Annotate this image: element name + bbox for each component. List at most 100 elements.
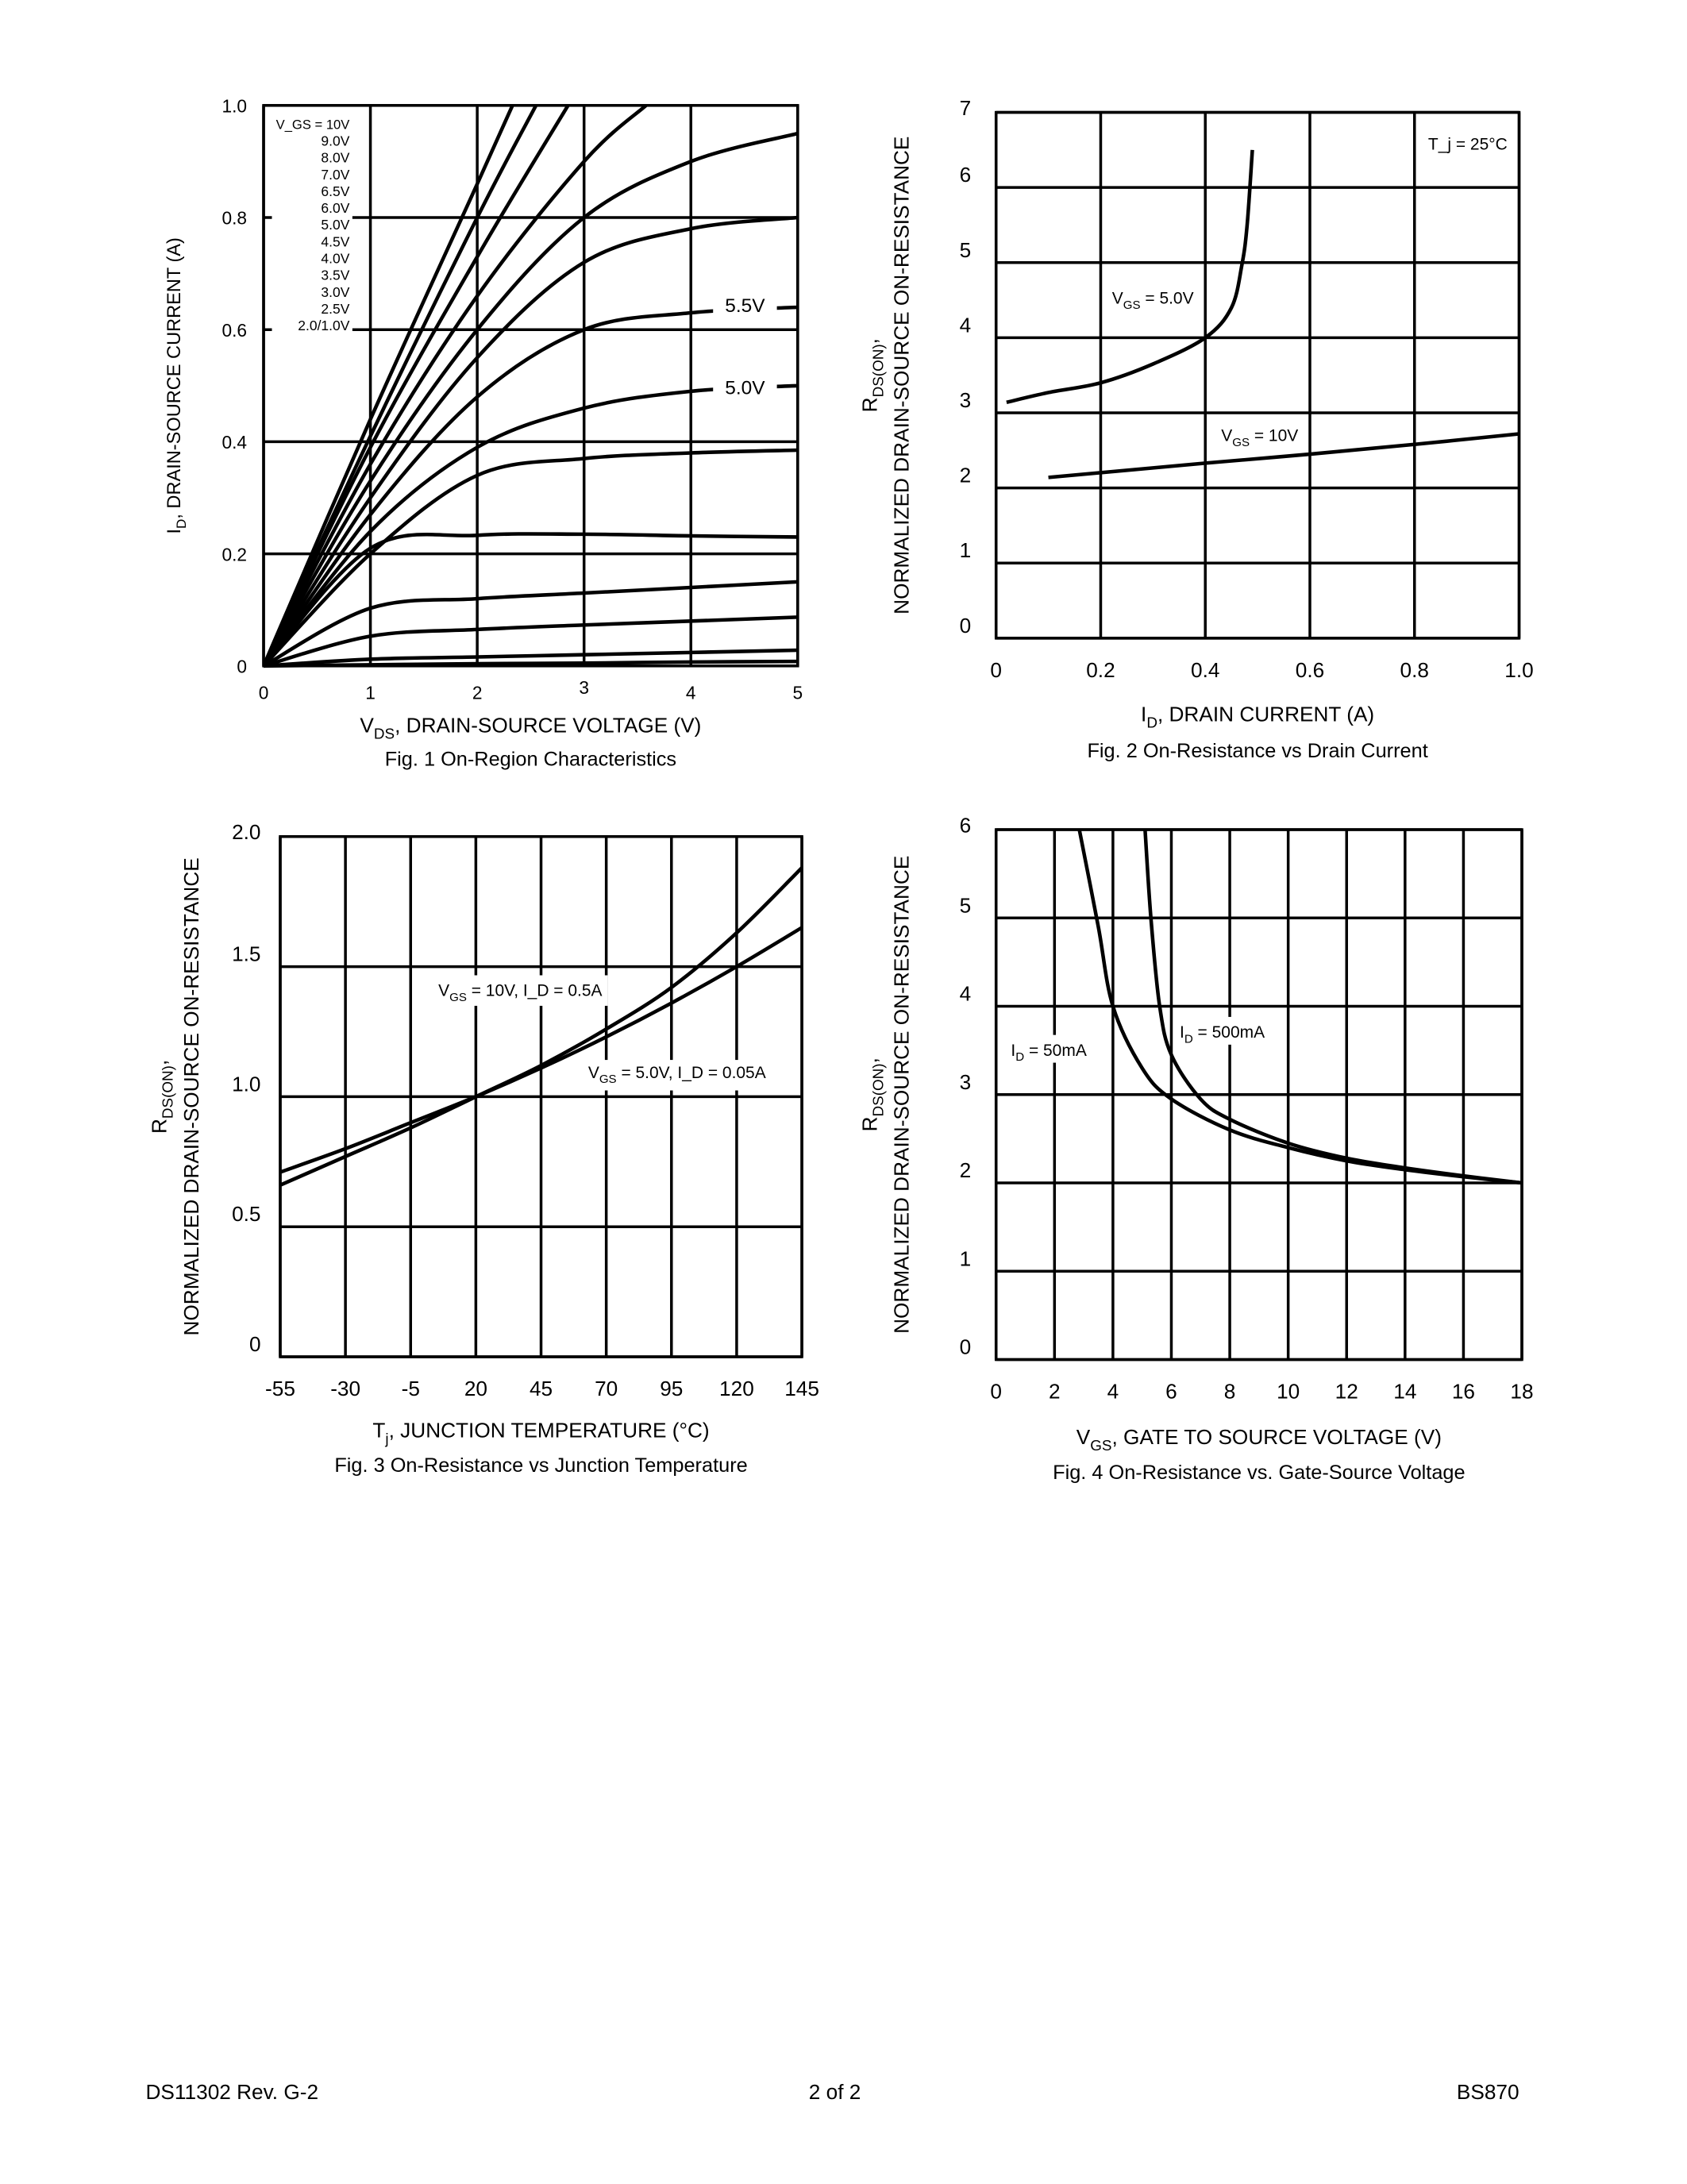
fig1-series-7-line: [264, 305, 798, 668]
fig1-legend-entry: 4.0V: [321, 251, 349, 267]
fig2-x-tick-label: 0.8: [1400, 658, 1429, 682]
fig1-series-13-line: [264, 648, 798, 668]
fig2-temperature-annotation: T_j = 25°C: [1428, 136, 1508, 154]
fig3-x-tick-label: -55: [265, 1377, 295, 1400]
fig4-x-tick-label: 0: [990, 1379, 1002, 1403]
fig1-legend-entry: 9.0V: [321, 133, 349, 148]
fig3-x-tick-label: -5: [402, 1377, 420, 1400]
fig1-y-tick-label: 1.0: [221, 96, 247, 117]
fig4-y-tick-label: 0: [960, 1335, 972, 1359]
fig1-x-tick-label: 3: [579, 677, 589, 698]
fig1-legend-entry: 7.0V: [321, 167, 349, 183]
fig2-annotation-bg: [1420, 127, 1516, 161]
fig1-legend-entry: 8.0V: [321, 150, 349, 166]
footer-part-number: BS870: [1456, 2081, 1519, 2105]
fig4-y-tick-label: 1: [960, 1246, 972, 1270]
fig4-x-tick-label: 2: [1049, 1379, 1061, 1403]
fig4-caption: Fig. 4 On-Resistance vs. Gate-Source Vol…: [1053, 1462, 1465, 1484]
fig3-series-2-label: VGS = 5.0V, I_D = 0.05A: [588, 1064, 766, 1086]
fig2-y-tick-label: 7: [960, 96, 972, 120]
fig1-legend-entry: 5.0V: [321, 217, 349, 233]
fig4-x-tick-label: 8: [1224, 1379, 1236, 1403]
fig1-series-4-line: [264, 104, 648, 667]
fig2-y-tick-label: 5: [960, 238, 972, 262]
fig3-grid: [279, 834, 803, 1358]
fig3-x-tick-label: 120: [719, 1377, 754, 1400]
fig1-legend-entry: 6.0V: [321, 200, 349, 216]
fig3-caption: Fig. 3 On-Resistance vs Junction Tempera…: [334, 1454, 747, 1477]
fig4-series-2-label: ID = 500mA: [1180, 1023, 1265, 1046]
fig1-series-14-line: [264, 659, 798, 668]
fig2-y-tick-label: 1: [960, 538, 972, 562]
fig3-x-tick-label: 145: [784, 1377, 819, 1400]
fig4-grid: [994, 828, 1523, 1362]
fig4-y-tick-label: 6: [960, 814, 972, 838]
footer-doc-id: DS11302 Rev. G-2: [145, 2081, 319, 2105]
fig1-caption: Fig. 1 On-Region Characteristics: [385, 749, 676, 771]
fig1-series-9-line: [264, 448, 798, 668]
fig1-legend-entry: 2.5V: [321, 301, 349, 317]
fig1-y-tick-label: 0.2: [221, 544, 247, 564]
fig1-y-tick-label: 0.8: [221, 208, 247, 229]
fig1-x-tick-label: 0: [259, 683, 269, 703]
fig2-y-tick-label: 2: [960, 464, 972, 487]
fig3-x-tick-label: 20: [464, 1377, 487, 1400]
fig2-x-tick-label: 0.2: [1086, 658, 1115, 682]
fig2-series-2-label: VGS = 10V: [1221, 427, 1298, 449]
fig1-curve-annotation: 5.5V: [725, 295, 765, 317]
fig4-label-bg: [1175, 1016, 1273, 1045]
fig1-legend-entry: 2.0/1.0V: [298, 318, 349, 333]
fig1-legend-entry: 3.0V: [321, 284, 349, 300]
fig4-x-tick-label: 16: [1452, 1379, 1475, 1403]
fig1-legend-title: V_GS = 10V: [276, 117, 350, 133]
fig1-series-8-line: [264, 383, 798, 668]
footer-page-number: 2 of 2: [808, 2081, 861, 2105]
fig4-x-tick-label: 10: [1277, 1379, 1300, 1403]
fig3-x-tick-label: 95: [660, 1377, 683, 1400]
fig3-x-tick-label: 70: [595, 1377, 618, 1400]
fig1-x-axis-label: VDS, DRAIN-SOURCE VOLTAGE (V): [360, 714, 701, 742]
fig2-y-tick-label: 6: [960, 163, 972, 187]
fig3-series-2-line: [279, 926, 803, 1174]
fig3-y-axis-label-line2: NORMALIZED DRAIN-SOURCE ON-RESISTANCE: [179, 857, 203, 1335]
fig2-caption: Fig. 2 On-Resistance vs Drain Current: [1087, 740, 1427, 762]
fig2-y-axis-label: RDS(ON),: [857, 338, 886, 412]
fig3-label-bg: [433, 975, 608, 1006]
fig2-label-bg: [1104, 281, 1202, 315]
fig4-x-axis-label: VGS, GATE TO SOURCE VOLTAGE (V): [1077, 1425, 1442, 1454]
fig2-series-1-label: VGS = 5.0V: [1112, 290, 1194, 312]
fig1-x-tick-label: 4: [686, 683, 696, 703]
fig2-x-axis-label: ID, DRAIN CURRENT (A): [1141, 703, 1374, 731]
fig3-series-1-line: [279, 866, 803, 1187]
fig4-plot-frame: [994, 828, 1523, 1362]
fig1-series-6-line: [264, 215, 798, 668]
fig2-y-tick-label: 4: [960, 313, 972, 337]
fig2-series-2-line: [1048, 432, 1519, 480]
fig1-y-tick-label: 0.4: [221, 432, 247, 453]
fig1-series-5-line: [264, 131, 798, 667]
fig4-y-tick-label: 4: [960, 982, 972, 1006]
fig3-plot-frame: [279, 834, 803, 1358]
fig1-x-tick-label: 1: [365, 683, 376, 703]
fig1-series-12-line: [264, 615, 798, 668]
fig1-annotation-bg: [713, 290, 777, 321]
fig3-y-tick-label: 2.0: [232, 820, 260, 844]
fig4-x-tick-label: 14: [1393, 1379, 1416, 1403]
fig2-x-tick-label: 1.0: [1504, 658, 1533, 682]
fig1-legend-entry: 6.5V: [321, 183, 349, 199]
fig4-x-tick-label: 6: [1165, 1379, 1177, 1403]
fig2-grid: [994, 110, 1521, 640]
fig3-y-tick-label: 0.5: [232, 1202, 260, 1226]
fig2-series-1-line: [1006, 149, 1254, 404]
fig1-legend-entry: 4.5V: [321, 233, 349, 249]
fig4-y-tick-label: 2: [960, 1158, 972, 1182]
fig3-y-tick-label: 1.5: [232, 942, 260, 966]
fig1-y-tick-label: 0: [237, 657, 247, 677]
fig4-series-2-line: [1143, 829, 1523, 1185]
fig4-y-tick-label: 3: [960, 1070, 972, 1094]
fig1-series-3-line: [264, 104, 570, 667]
fig4-x-tick-label: 12: [1335, 1379, 1358, 1403]
fig2-plot-frame: [994, 110, 1521, 640]
